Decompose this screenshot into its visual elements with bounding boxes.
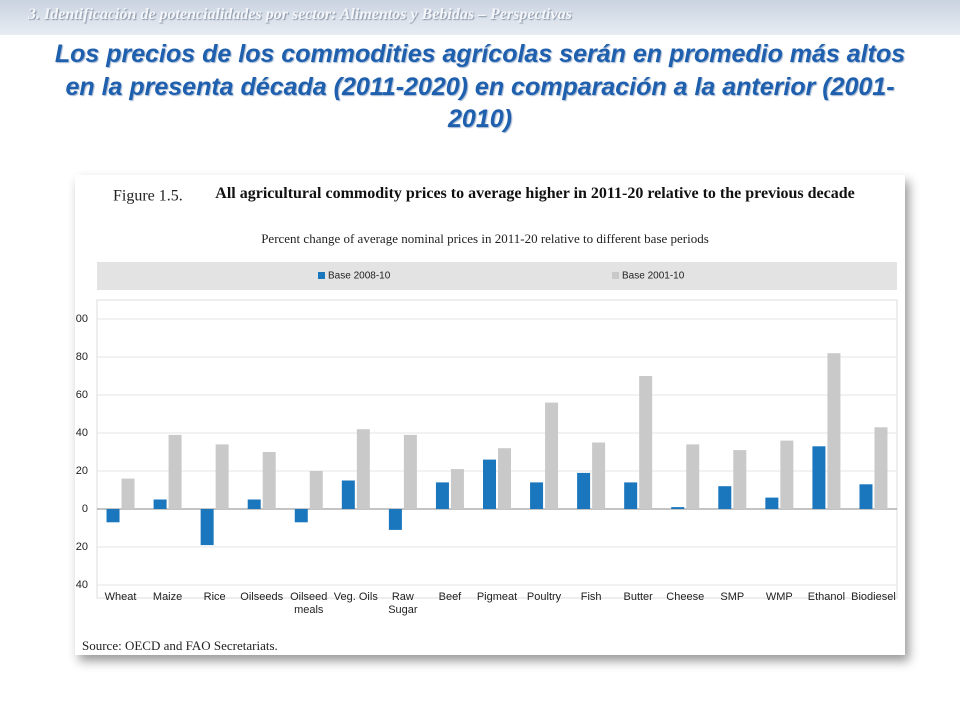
y-tick-label: -40 (72, 579, 88, 591)
x-tick-label: Cheese (666, 591, 705, 603)
bar (686, 444, 700, 509)
bar (403, 434, 417, 509)
x-tick-label: Poultry (526, 591, 562, 603)
x-tick-label: Maize (152, 591, 183, 603)
y-tick-label: 40 (76, 427, 88, 439)
bar (530, 482, 544, 509)
x-tick-label: Wheat (104, 591, 137, 603)
bar (435, 482, 449, 509)
bar (106, 509, 120, 523)
y-tick-label: 0 (82, 503, 88, 515)
header-bar: 3. Identificación de potencialidades por… (0, 0, 960, 35)
bar (356, 429, 370, 509)
bar (483, 459, 496, 509)
bar (215, 444, 229, 509)
x-tick-label: Beef (438, 591, 462, 603)
figure-label: Figure 1.5. (113, 188, 183, 205)
bar (827, 353, 841, 509)
bar (859, 484, 873, 509)
bar (577, 472, 591, 509)
bar (765, 497, 779, 509)
legend-swatch (612, 272, 619, 279)
plot-area (96, 299, 898, 599)
x-tick-label: Raw Sugar (388, 591, 418, 616)
bar (498, 448, 511, 509)
x-tick-label: Oilseed meals (290, 591, 328, 616)
bar (309, 471, 323, 509)
y-tick-label: 60 (76, 389, 88, 401)
chart-title: All agricultural commodity prices to ave… (215, 185, 855, 202)
legend-swatch (318, 272, 325, 279)
y-tick-label: -20 (72, 541, 88, 553)
header-text: 3. Identificación de potencialidades por… (28, 6, 572, 23)
y-tick-label: 80 (76, 351, 88, 363)
x-tick-label: WMP (765, 591, 793, 603)
x-tick-label: Rice (203, 591, 226, 603)
y-tick-label: 100 (70, 313, 88, 325)
bar (812, 446, 826, 509)
x-tick-label: Fish (580, 591, 602, 603)
x-tick-label: Butter (623, 591, 653, 603)
bar (200, 509, 214, 546)
y-tick-label: 20 (76, 465, 88, 477)
bar (671, 507, 685, 509)
bar (733, 450, 747, 509)
chart-title-box: All agricultural commodity prices to ave… (215, 185, 855, 202)
bar (639, 376, 653, 509)
x-tick-label: Biodiesel (851, 591, 896, 603)
bar (341, 480, 355, 509)
bar (718, 486, 732, 509)
bar (780, 440, 794, 509)
x-tick-label: Ethanol (807, 591, 846, 603)
legend-label: Base 2001-10 (622, 271, 685, 282)
bar (294, 509, 308, 523)
bar (121, 478, 135, 509)
bar (262, 452, 276, 509)
legend-label: Base 2008-10 (328, 271, 391, 282)
bar (545, 402, 559, 509)
slide-title: Los precios de los commodities agrícolas… (54, 40, 906, 133)
bar (247, 499, 261, 509)
chart-subtitle: Percent change of average nominal prices… (261, 231, 709, 246)
legend-band (97, 262, 897, 290)
source: Source: OECD and FAO Secretariats. (82, 638, 278, 653)
bar (450, 469, 464, 509)
x-tick-label: Pigmeat (476, 591, 518, 603)
x-tick-label: Veg. Oils (333, 591, 378, 603)
bar (592, 442, 606, 509)
bar (153, 499, 167, 509)
bar (388, 509, 402, 530)
x-tick-label: SMP (720, 591, 745, 603)
x-tick-label: Oilseeds (240, 591, 284, 603)
bar (168, 434, 182, 509)
bar (624, 482, 638, 509)
bar (874, 427, 888, 509)
